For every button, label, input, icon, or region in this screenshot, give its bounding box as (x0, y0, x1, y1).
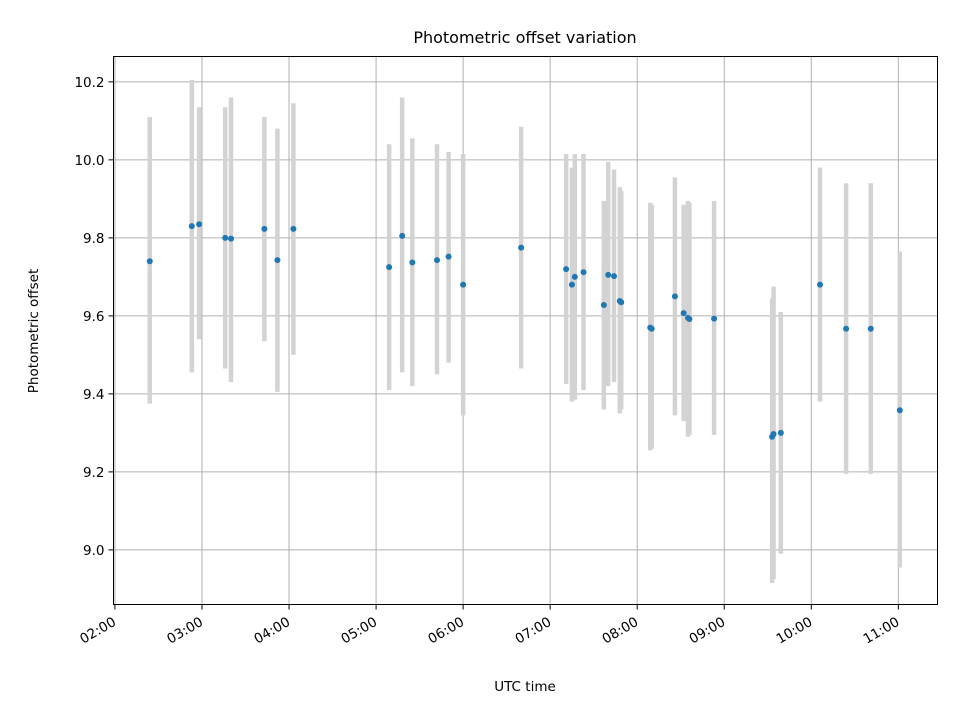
y-tick-label: 9.0 (83, 543, 104, 559)
chart-title: Photometric offset variation (413, 28, 636, 47)
data-point (867, 325, 874, 332)
data-point (434, 257, 441, 264)
x-tick-label: 03:00 (164, 614, 206, 647)
data-point (711, 315, 718, 322)
y-tick-label: 9.6 (83, 309, 104, 325)
y-tick-label: 9.4 (83, 387, 104, 403)
data-point (671, 293, 678, 300)
data-point (222, 234, 229, 241)
y-axis-label: Photometric offset (26, 269, 42, 393)
data-point (571, 273, 578, 280)
data-point (770, 431, 777, 438)
x-tick-label: 07:00 (512, 614, 554, 647)
data-point (274, 257, 281, 264)
x-tick-label: 06:00 (425, 614, 467, 647)
x-tick-label: 11:00 (861, 614, 903, 647)
data-point (228, 235, 235, 242)
data-point (518, 244, 525, 251)
data-point (146, 258, 153, 265)
data-point (648, 325, 655, 332)
data-point (188, 223, 195, 230)
y-tick-label: 10.2 (74, 75, 104, 91)
data-point (409, 259, 416, 266)
x-tick-label: 08:00 (600, 614, 642, 647)
data-point (605, 271, 612, 278)
data-point (680, 310, 687, 317)
x-tick-label: 09:00 (687, 614, 729, 647)
data-point (460, 281, 467, 288)
data-point (686, 315, 693, 322)
data-point (816, 281, 823, 288)
data-point (445, 253, 452, 260)
data-point (568, 281, 575, 288)
y-tick-label: 9.2 (83, 465, 104, 481)
data-point (618, 299, 625, 306)
x-tick-label: 10:00 (774, 614, 816, 647)
data-point (843, 325, 850, 332)
x-tick-label: 02:00 (77, 614, 119, 647)
data-point (580, 269, 587, 276)
x-axis-ticks: 02:00 03:00 04:00 05:00 06:00 07:00 08:00 09:00… (77, 604, 903, 647)
y-axis-ticks: 9.0 9.2 9.4 9.6 9.8 10.0 10.2 (74, 75, 114, 559)
data-point (386, 264, 393, 271)
y-tick-label: 10.0 (74, 153, 104, 169)
data-point (196, 221, 203, 228)
data-point (610, 273, 617, 280)
data-point (563, 266, 570, 273)
data-point (600, 301, 607, 308)
grid (113, 56, 938, 605)
x-tick-label: 04:00 (251, 614, 293, 647)
y-tick-label: 9.8 (83, 231, 104, 247)
data-point (261, 225, 268, 232)
data-points (146, 221, 903, 440)
data-point (290, 225, 297, 232)
x-axis-label: UTC time (494, 679, 556, 695)
data-point (777, 429, 784, 436)
x-tick-label: 05:00 (338, 614, 380, 647)
data-point (896, 407, 903, 414)
plot-frame (113, 56, 938, 605)
data-point (399, 232, 406, 239)
error-bars (147, 79, 903, 584)
